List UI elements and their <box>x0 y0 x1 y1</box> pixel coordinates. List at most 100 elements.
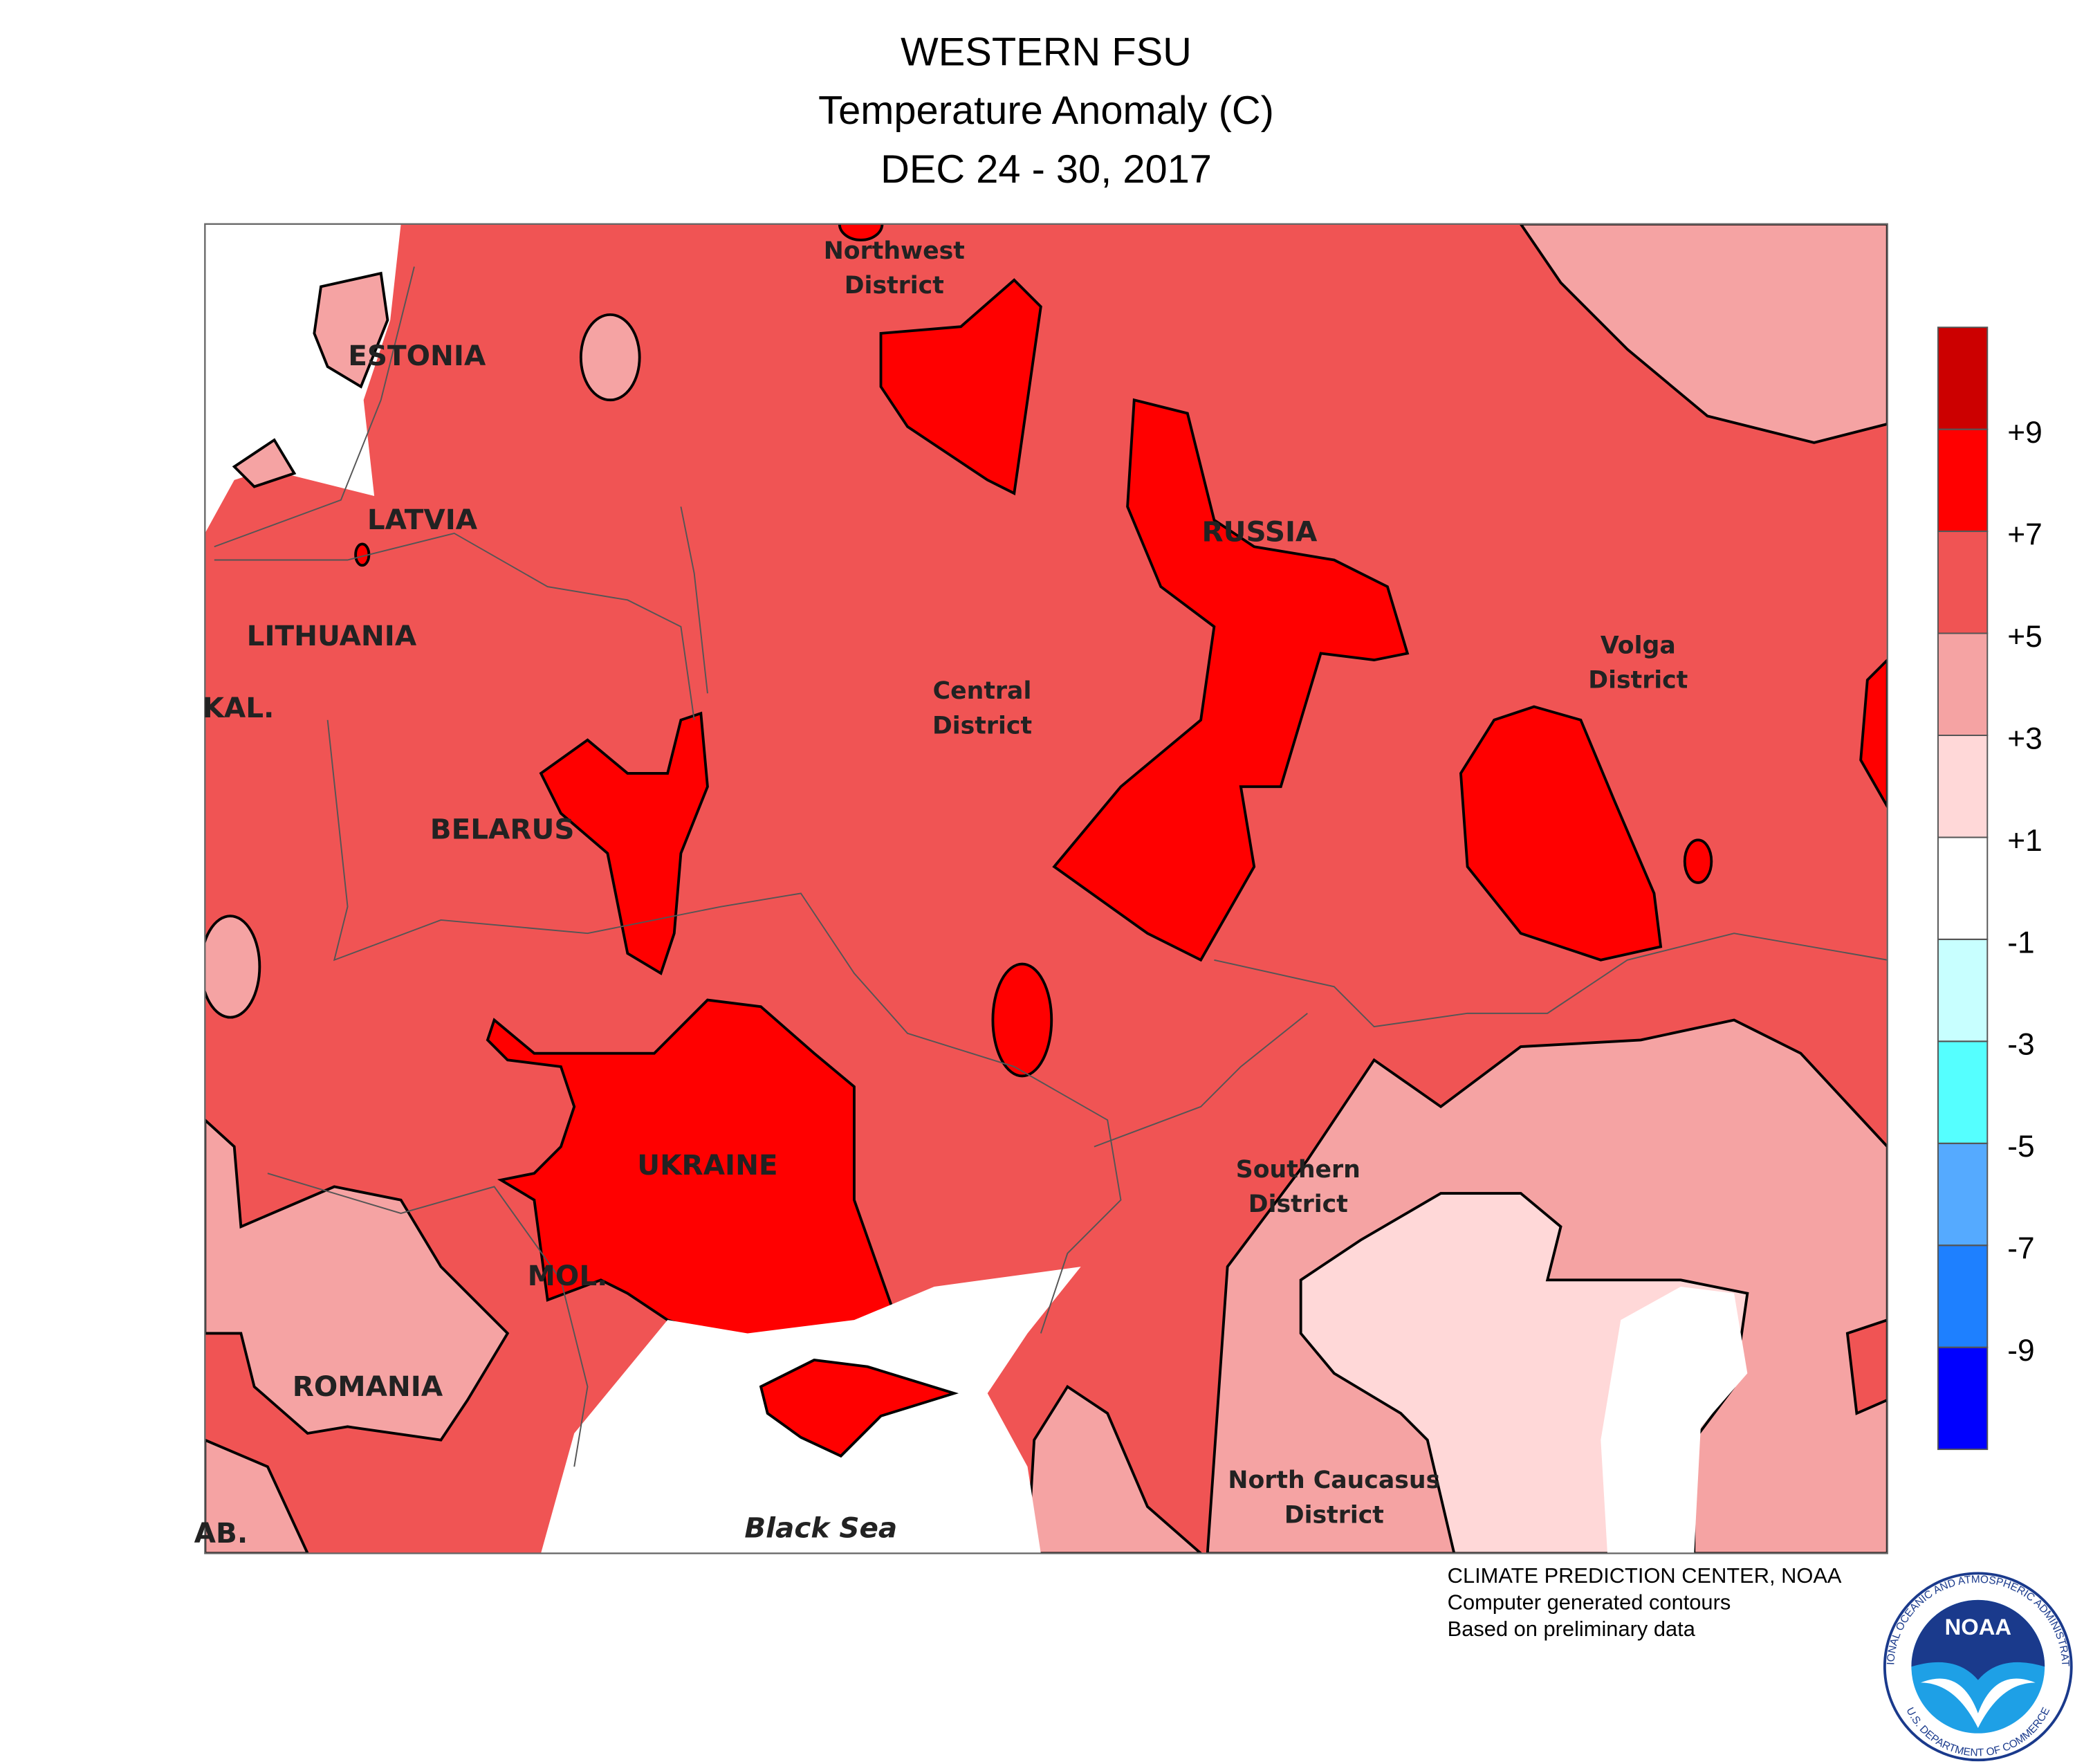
legend-swatch <box>1937 1244 1989 1348</box>
legend-label: -7 <box>2007 1232 2034 1266</box>
anomaly-region <box>759 1359 959 1458</box>
anomaly-region <box>991 962 1053 1078</box>
map-label: KAL. <box>203 691 275 724</box>
map-label-line: Volga <box>1601 632 1676 659</box>
map-label-line: District <box>1588 667 1688 695</box>
legend-label: +5 <box>2007 620 2042 654</box>
map-label-line: Southern <box>1236 1156 1361 1184</box>
map-label-line: MOL. <box>528 1259 608 1292</box>
map <box>205 223 1888 1554</box>
map-label: LATVIA <box>367 503 478 536</box>
legend-label: -3 <box>2007 1028 2034 1062</box>
anomaly-region <box>205 1438 309 1554</box>
anomaly-region <box>1845 1319 1888 1415</box>
map-label: Northwest District <box>824 237 965 300</box>
anomaly-region <box>1519 223 1888 444</box>
map-label-line: District <box>1248 1191 1348 1218</box>
map-label: RUSSIA <box>1201 515 1318 549</box>
map-label: LITHUANIA <box>247 619 417 652</box>
anomaly-region <box>579 313 641 402</box>
legend-swatch <box>1937 938 1989 1042</box>
map-label: Volga District <box>1588 632 1688 694</box>
anomaly-region <box>879 278 1042 496</box>
anomaly-region <box>205 915 261 1019</box>
anomaly-region <box>1459 705 1663 962</box>
legend-swatch <box>1937 632 1989 736</box>
border <box>214 266 415 548</box>
anomaly-region <box>539 711 709 975</box>
map-label: AB. <box>194 1516 248 1550</box>
anomaly-region <box>486 998 896 1348</box>
sea <box>1601 1286 1748 1554</box>
map-label-line: LATVIA <box>367 503 478 536</box>
map-label-line: District <box>1284 1501 1384 1529</box>
border <box>680 506 708 694</box>
map-frame <box>204 223 1888 1554</box>
anomaly-region <box>205 1118 510 1442</box>
map-label-line: Northwest <box>824 237 965 265</box>
legend-swatch <box>1937 1142 1989 1247</box>
map-label: ESTONIA <box>348 339 486 372</box>
map-label-line: AB. <box>194 1516 248 1550</box>
legend-swatch <box>1937 1040 1989 1144</box>
date-range: DEC 24 - 30, 2017 <box>880 147 1212 192</box>
title: WESTERN FSU <box>901 30 1192 74</box>
border <box>326 719 1122 1334</box>
anomaly-region <box>1683 838 1713 884</box>
anomaly-region <box>313 271 389 389</box>
map-label-line: LITHUANIA <box>247 619 417 652</box>
legend-label: -1 <box>2007 926 2034 959</box>
map-label-line: ESTONIA <box>348 339 486 372</box>
legend-label: +7 <box>2007 517 2042 551</box>
map-label: Southern District <box>1236 1156 1361 1218</box>
map-label: MOL. <box>528 1259 608 1292</box>
map-label: Central District <box>932 677 1032 739</box>
legend-swatch <box>1937 327 1989 430</box>
map-label-line: North Caucasus <box>1228 1467 1440 1494</box>
map-label: UKRAINE <box>637 1148 777 1182</box>
legend: -9 -7 -5 -3 -1 +1 +3 +5 +7 +9 <box>1937 327 2042 1451</box>
subtitle: Temperature Anomaly (C) <box>818 89 1274 133</box>
logo-top <box>1911 1599 2045 1680</box>
legend-swatch <box>1937 836 1989 940</box>
map-label-line: Central <box>933 677 1032 705</box>
legend-swatch <box>1937 1346 1989 1451</box>
border <box>1094 1013 1308 1148</box>
map-label-line: RUSSIA <box>1201 515 1318 549</box>
footer-line: Based on preliminary data <box>1448 1617 1696 1641</box>
anomaly-region <box>1859 658 1888 809</box>
map-label-line: BELARUS <box>430 812 575 845</box>
border <box>1214 932 1888 1028</box>
map-label-line: KAL. <box>203 691 275 724</box>
anomaly-region <box>1026 1384 1204 1554</box>
anomaly-region <box>232 438 297 488</box>
map-label: ROMANIA <box>293 1370 443 1403</box>
logo-gull <box>1920 1678 2036 1728</box>
map-label-line: ROMANIA <box>293 1370 443 1403</box>
footer-line: Computer generated contours <box>1448 1590 1731 1614</box>
map-label: BELARUS <box>430 812 575 845</box>
map-label-line: Black Sea <box>744 1511 897 1544</box>
legend-label: +1 <box>2007 824 2042 858</box>
legend-swatch <box>1937 428 1989 533</box>
legend-label: -5 <box>2007 1130 2034 1164</box>
map-labels: Northwest District ESTONIA LATVIA LITHUANIA K… <box>194 237 1688 1550</box>
border <box>214 532 695 720</box>
map-label-line: District <box>932 712 1032 739</box>
footer-line: CLIMATE PREDICTION CENTER, NOAA <box>1448 1563 1842 1588</box>
anomaly-region <box>838 223 884 241</box>
anomaly-region <box>1052 398 1410 962</box>
map-label: Black Sea <box>744 1511 897 1544</box>
legend-label: -9 <box>2007 1334 2034 1368</box>
legend-swatch <box>1937 735 1989 838</box>
map-label: North Caucasus District <box>1228 1467 1440 1529</box>
map-label-line: District <box>845 272 944 300</box>
legend-label: +9 <box>2007 416 2042 450</box>
legend-swatch <box>1937 531 1989 634</box>
logo-text: NOAA <box>1945 1614 2011 1639</box>
legend-label: +3 <box>2007 722 2042 755</box>
map-label-line: UKRAINE <box>637 1148 777 1182</box>
border <box>267 1173 589 1467</box>
